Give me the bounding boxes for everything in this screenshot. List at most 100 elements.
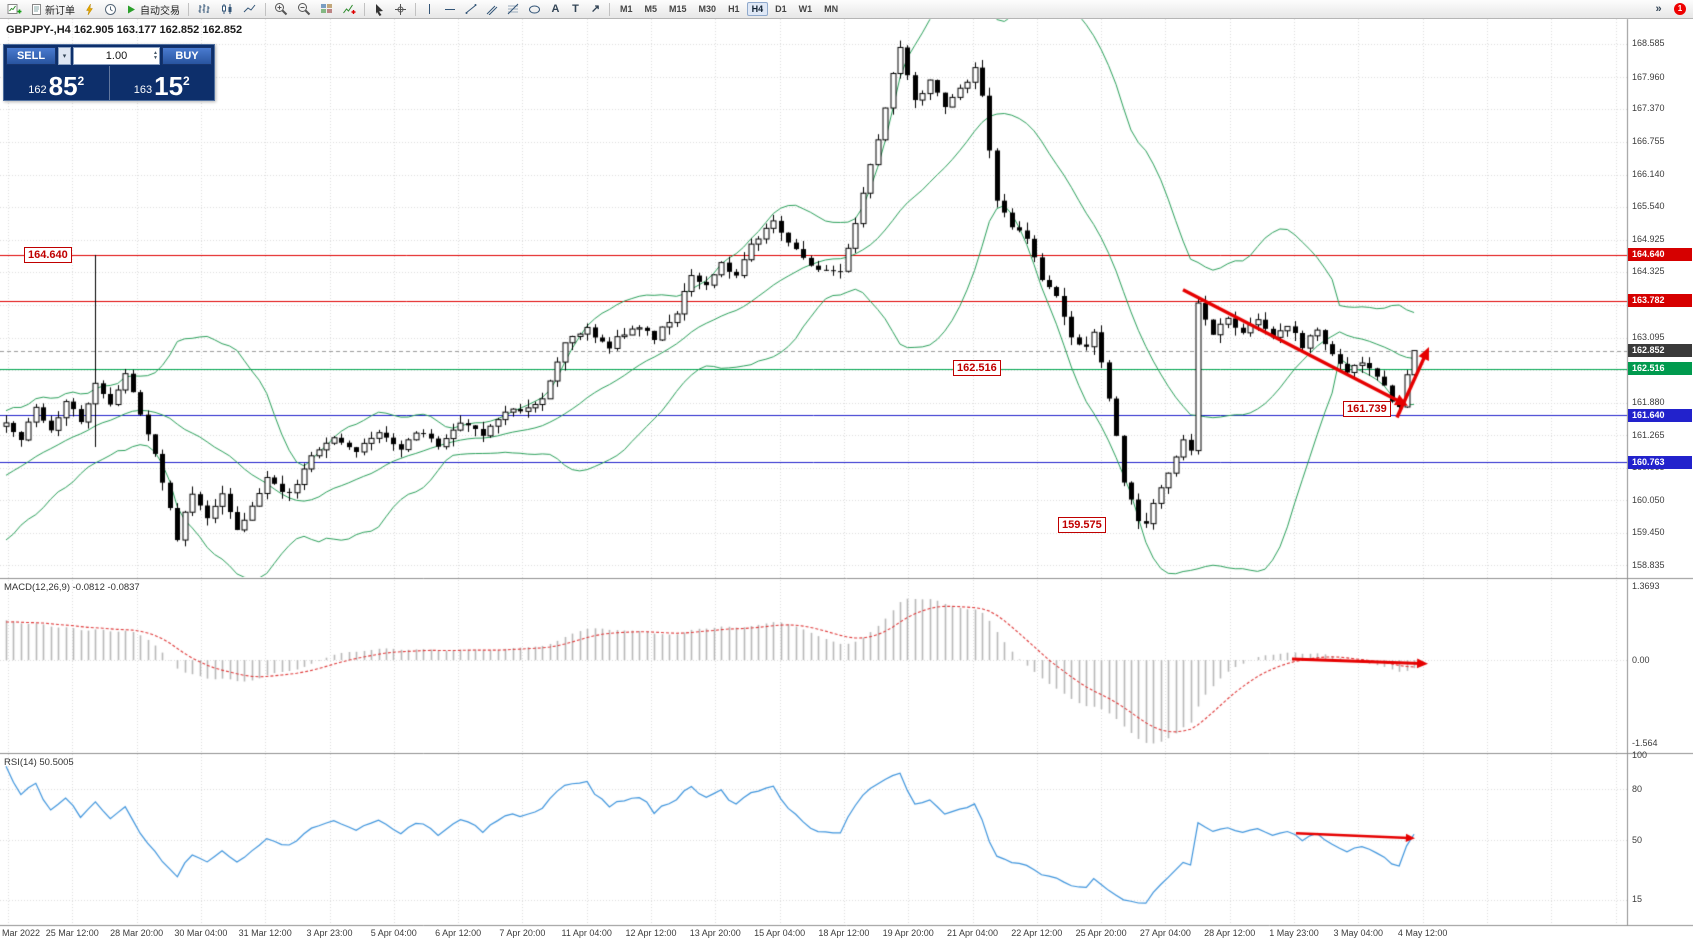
notification-button[interactable]: 1: [1670, 1, 1690, 18]
buy-price-display[interactable]: 163 15 2: [108, 66, 215, 100]
add-indicator-icon: [343, 4, 356, 14]
metaeditor-button[interactable]: [80, 1, 99, 18]
autotrading-play-icon: [128, 5, 135, 13]
toolbar-separator: [265, 2, 266, 16]
timeframe-button-h1[interactable]: H1: [728, 4, 740, 14]
time-axis-label: 12 Apr 12:00: [625, 928, 677, 938]
time-axis-label: 25 Apr 20:00: [1075, 928, 1127, 938]
volume-value: 1.00: [105, 50, 128, 62]
arrows-tool-button[interactable]: ↗: [586, 1, 605, 18]
price-scale-tag: 162.516: [1628, 362, 1692, 376]
price-scale-label: 165.540: [1632, 201, 1665, 212]
arrow-tool-icon: ↗: [590, 2, 601, 15]
time-axis-label: 15 Apr 04:00: [754, 928, 806, 938]
time-axis-label: 27 Apr 04:00: [1139, 928, 1191, 938]
price-scale-column[interactable]: 168.585 167.960 167.370 166.755 166.140 165.5…: [1628, 0, 1693, 941]
text-button[interactable]: A: [546, 1, 565, 18]
macd-scale-label: 1.3693: [1632, 581, 1660, 592]
history-center-button[interactable]: [100, 1, 121, 18]
cursor-icon: [376, 3, 383, 16]
line-chart-mode-button[interactable]: [239, 1, 261, 18]
autotrading-label: 自动交易: [140, 5, 180, 17]
price-annotation-label[interactable]: 164.640: [24, 246, 72, 263]
trendline-button[interactable]: [461, 1, 481, 18]
rsi-scale-label: 15: [1632, 894, 1643, 904]
autotrading-button[interactable]: 自动交易: [122, 1, 184, 18]
timeframe-button-d1[interactable]: D1: [775, 4, 787, 14]
price-annotation-label[interactable]: 161.739: [1343, 401, 1391, 417]
zoom-in-button[interactable]: [270, 1, 292, 18]
time-axis-label: 18 Apr 12:00: [818, 928, 870, 938]
volume-up-icon[interactable]: ▲: [153, 50, 158, 56]
chart-ohlc-title: GBPJPY-,H4 162.905 163.177 162.852 162.8…: [6, 24, 243, 36]
channel-button[interactable]: [482, 1, 502, 18]
time-axis[interactable]: Mar 2022 25 Mar 12:00 28 Mar 20:00 30 Mar 0…: [0, 926, 1627, 941]
time-axis-label: 28 Mar 20:00: [110, 928, 164, 938]
toolbar-separator: [609, 2, 610, 16]
time-axis-label: 21 Apr 04:00: [946, 928, 999, 938]
price-scale-label: 163.095: [1632, 332, 1665, 343]
crosshair-icon: [395, 3, 406, 15]
text-label-button[interactable]: T: [566, 1, 585, 18]
channel-icon: [486, 5, 498, 15]
new-chart-button[interactable]: [3, 1, 26, 18]
timeframe-button-m5[interactable]: M5: [644, 4, 658, 14]
buy-price-sup: 2: [183, 74, 190, 88]
price-annotation-label[interactable]: 162.516: [953, 360, 1001, 377]
volume-stepper[interactable]: ▲ ▼: [153, 48, 158, 64]
price-scale-label: 158.835: [1632, 559, 1665, 570]
toolbar-right-group: » 1: [1649, 1, 1690, 18]
sell-price-sup: 2: [77, 74, 85, 88]
new-chart-icon: [7, 3, 22, 14]
price-annotation-label[interactable]: 159.575: [1058, 517, 1106, 534]
indicators-button[interactable]: [338, 1, 360, 18]
lightning-icon: [86, 3, 93, 15]
volume-input[interactable]: 1.00 ▲ ▼: [73, 47, 160, 65]
toolbar-overflow-button[interactable]: »: [1649, 1, 1668, 18]
timeframe-button-w1[interactable]: W1: [798, 4, 813, 14]
bar-chart-mode-button[interactable]: [193, 1, 215, 18]
time-axis-label: 25 Mar 12:00: [45, 928, 99, 938]
sell-price-display[interactable]: 162 85 2: [4, 66, 109, 100]
cursor-button[interactable]: [369, 1, 389, 18]
shapes-button[interactable]: [524, 1, 545, 18]
ellipse-shape-icon: [529, 5, 540, 13]
time-axis-label: 3 May 04:00: [1333, 928, 1384, 938]
price-scale-label: 161.880: [1632, 397, 1665, 408]
timeframe-button-m15[interactable]: M15: [669, 4, 687, 14]
rsi-scale-label: 80: [1632, 783, 1643, 794]
time-axis-label: 22 Apr 12:00: [1011, 928, 1063, 938]
new-order-label: 新订单: [45, 5, 75, 17]
time-axis-label: 13 Apr 20:00: [689, 928, 741, 938]
timeframe-button-h4[interactable]: H4: [746, 2, 769, 16]
tile-windows-button[interactable]: [316, 1, 337, 18]
timeframe-button-m1[interactable]: M1: [620, 4, 633, 14]
sell-button[interactable]: SELL: [6, 47, 56, 65]
price-scale-tag: 164.640: [1628, 248, 1692, 262]
zoom-out-icon: [298, 3, 311, 16]
time-axis-label: Mar 2022: [2, 928, 41, 938]
price-scale-label: 160.050: [1632, 494, 1665, 505]
time-axis-label: 3 Apr 23:00: [306, 928, 353, 938]
price-scale-label: 167.960: [1632, 71, 1665, 82]
bar-chart-icon: [198, 4, 210, 13]
horizontal-line-button[interactable]: [440, 1, 460, 18]
fibonacci-button[interactable]: [503, 1, 523, 18]
vertical-line-button[interactable]: [420, 1, 439, 18]
buy-button[interactable]: BUY: [162, 47, 212, 65]
timeframe-toolbar: M1 M5 M15 M30 H1 H4 D1 W1 MN: [614, 2, 844, 16]
macd-indicator-label: MACD(12,26,9) -0.0812 -0.0837: [4, 582, 140, 593]
text-tool-icon: A: [551, 2, 560, 15]
macd-scale-label: 0.00: [1632, 654, 1650, 665]
new-order-button[interactable]: 新订单: [27, 1, 79, 18]
timeframe-button-m30[interactable]: M30: [698, 4, 717, 14]
zoom-out-button[interactable]: [293, 1, 315, 18]
volume-down-icon[interactable]: ▼: [153, 55, 158, 61]
toolbar-separator: [188, 2, 189, 16]
candlestick-mode-button[interactable]: [216, 1, 238, 18]
timeframe-button-mn[interactable]: MN: [824, 4, 839, 14]
crosshair-button[interactable]: [390, 1, 411, 18]
trade-options-dropdown[interactable]: ▾: [58, 47, 71, 65]
